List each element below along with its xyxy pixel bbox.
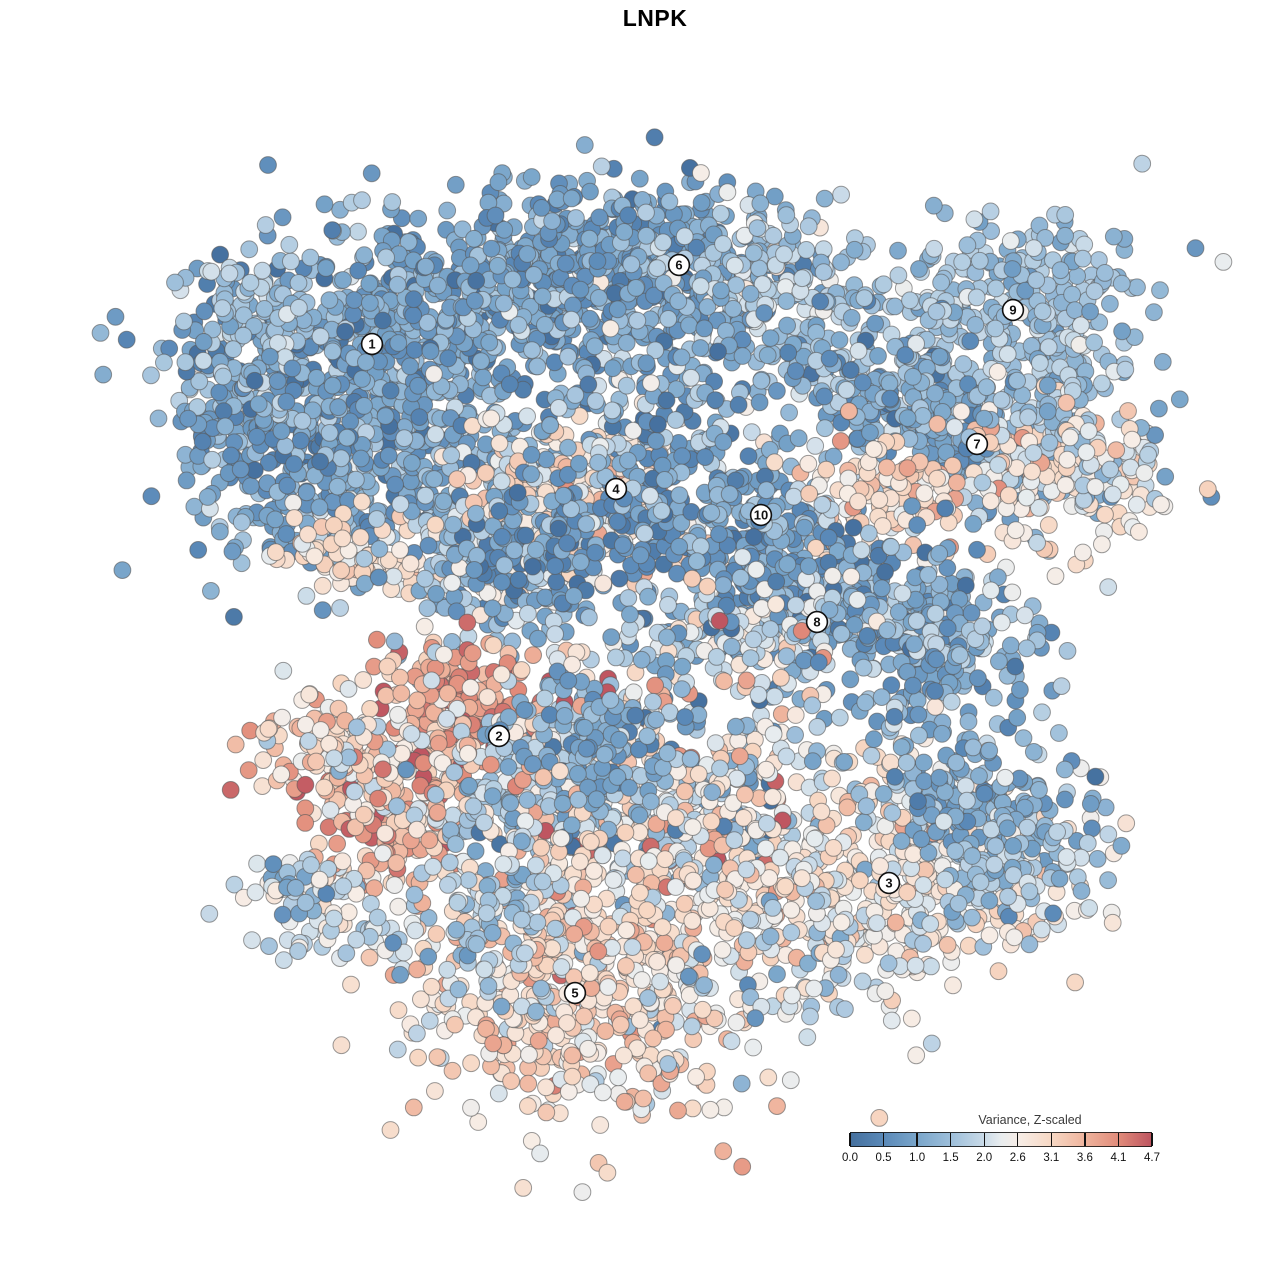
cluster-label-7: 7 [965,432,989,456]
cluster-label-8: 8 [805,610,829,634]
cluster-badge-circle [487,724,511,748]
cluster-badge-number: 1 [368,337,375,352]
cluster-badge-circle [965,432,989,456]
cluster-label-6: 6 [667,253,691,277]
cluster-badge-number: 8 [813,615,820,630]
cluster-badge-circle [563,981,587,1005]
cluster-label-4: 4 [604,477,628,501]
cluster-badge-circle [877,871,901,895]
cluster-label-1: 1 [360,332,384,356]
cluster-badge-circle [667,253,691,277]
cluster-badge-circle [1001,298,1025,322]
cluster-badge-number: 7 [973,437,980,452]
cluster-label-5: 5 [563,981,587,1005]
cluster-badge-number: 2 [495,729,502,744]
cluster-badge-circle [749,503,773,527]
cluster-badge-number: 10 [754,508,768,523]
cluster-badge-circle [805,610,829,634]
cluster-badge-number: 4 [612,482,620,497]
scatter-points [91,128,1233,1201]
cluster-label-3: 3 [877,871,901,895]
cluster-badge-circle [360,332,384,356]
cluster-label-10: 10 [749,503,773,527]
cluster-label-2: 2 [487,724,511,748]
plot-title: LNPK [622,5,688,31]
cluster-badge-number: 3 [885,876,892,891]
cluster-label-9: 9 [1001,298,1025,322]
cluster-badge-number: 9 [1009,303,1016,318]
cluster-badge-number: 5 [571,986,578,1001]
cluster-badge-circle [604,477,628,501]
cluster-badge-number: 6 [675,258,682,273]
